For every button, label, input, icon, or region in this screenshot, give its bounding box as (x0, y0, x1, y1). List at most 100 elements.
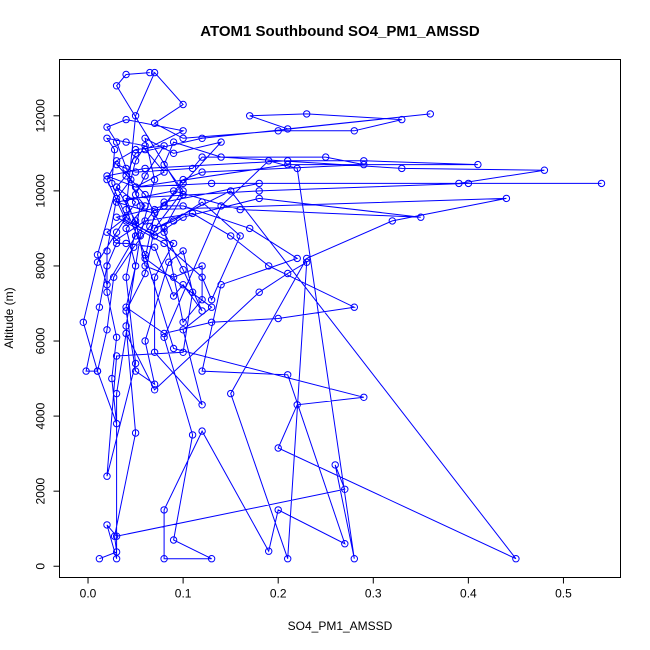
data-point (169, 149, 178, 158)
data-point (103, 262, 111, 270)
data-point (179, 100, 187, 109)
data-point (255, 187, 263, 195)
data-point (122, 329, 130, 338)
data-point (141, 251, 149, 259)
data-point (141, 134, 149, 143)
data-point (207, 318, 216, 326)
data-point (198, 273, 206, 281)
data-point (141, 217, 149, 225)
data-point (284, 371, 292, 379)
data-point (284, 157, 292, 165)
data-point (112, 138, 121, 146)
data-point (179, 187, 187, 195)
data-point (179, 179, 187, 188)
data-point (198, 134, 206, 143)
data-point (122, 224, 130, 233)
data-point (141, 269, 149, 278)
data-point (112, 532, 121, 540)
data-point (131, 183, 140, 191)
x-axis: 0.0 0.1 0.2 0.3 0.4 0.5 (80, 577, 572, 601)
data-point (198, 296, 206, 304)
data-point (112, 82, 121, 90)
data-point (150, 119, 159, 128)
data-point (131, 145, 140, 154)
data-point (112, 228, 121, 236)
data-point (169, 138, 178, 146)
data-point (122, 217, 130, 225)
data-point (112, 236, 121, 244)
data-point (179, 266, 187, 274)
data-point (169, 536, 178, 544)
data-point (188, 431, 197, 439)
data-point (112, 160, 121, 169)
data-point (131, 168, 140, 176)
data-point (284, 555, 292, 563)
data-point (131, 198, 140, 206)
data-point (217, 202, 225, 210)
data-point (464, 179, 473, 188)
x-tick-label: 0.5 (555, 587, 572, 601)
data-point (198, 168, 206, 176)
data-point (141, 202, 149, 210)
data-point (293, 164, 301, 173)
data-point (112, 333, 121, 341)
data-point (150, 68, 159, 77)
data-point (236, 232, 244, 240)
data-point (160, 239, 168, 248)
data-point (131, 359, 140, 368)
data-point (169, 292, 178, 300)
y-tick-label: 0 (34, 563, 48, 570)
data-point (455, 179, 463, 188)
data-point (179, 318, 187, 326)
data-point (303, 110, 311, 118)
data-point (207, 179, 216, 188)
data-point (255, 288, 263, 296)
data-point (198, 262, 206, 270)
data-point (179, 127, 187, 135)
data-point (169, 273, 178, 281)
data-point (127, 175, 135, 184)
data-point (350, 555, 358, 563)
data-point (198, 307, 206, 315)
x-tick-label: 0.3 (365, 587, 382, 601)
data-point (122, 172, 130, 180)
data-point (131, 149, 140, 158)
data-point (131, 221, 140, 229)
data-point (160, 333, 168, 341)
y-tick-label: 8000 (34, 252, 48, 279)
data-point (93, 258, 102, 266)
data-point (217, 138, 225, 146)
data-point (274, 506, 282, 514)
data-point (93, 367, 102, 375)
data-point (112, 352, 121, 360)
data-point (360, 157, 368, 165)
data-point (103, 281, 111, 289)
data-point (150, 224, 159, 233)
data-point (141, 164, 149, 173)
data-point (274, 314, 282, 323)
data-point (95, 303, 104, 311)
data-point (141, 254, 149, 263)
data-point (112, 389, 121, 398)
data-point (108, 374, 116, 383)
data-point (122, 138, 130, 146)
data-point (398, 164, 406, 173)
data-point (198, 198, 206, 206)
data-point (82, 367, 90, 375)
data-point (160, 142, 168, 150)
data-point (179, 134, 187, 143)
data-point (112, 239, 121, 248)
data-point (122, 70, 130, 79)
data-point (284, 269, 292, 278)
y-tick-label: 6000 (34, 327, 48, 354)
data-point (150, 205, 159, 214)
data-point (112, 183, 121, 191)
data-point (350, 127, 358, 135)
data-point (122, 194, 130, 203)
data-point (122, 213, 130, 221)
data-point (141, 142, 149, 150)
data-point (103, 123, 111, 131)
data-point (198, 153, 206, 161)
chart-title: ATOM1 Southbound SO4_PM1_AMSSD (200, 23, 480, 40)
x-tick-label: 0.0 (80, 587, 97, 601)
